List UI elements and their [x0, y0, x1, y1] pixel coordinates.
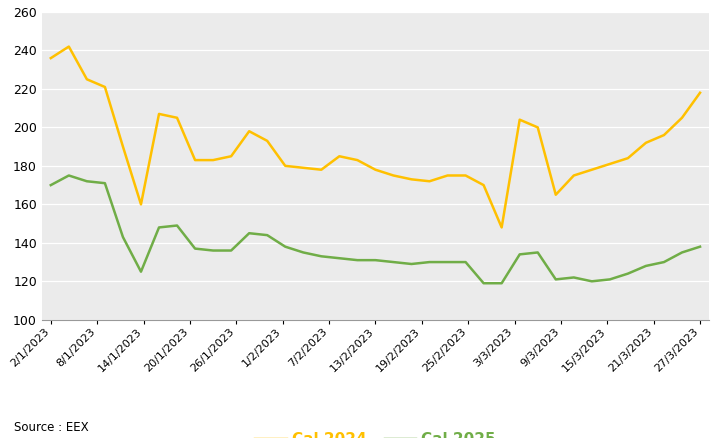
Legend: Cal 2024, Cal 2025: Cal 2024, Cal 2025: [249, 426, 502, 438]
Text: Source : EEX: Source : EEX: [14, 420, 89, 434]
